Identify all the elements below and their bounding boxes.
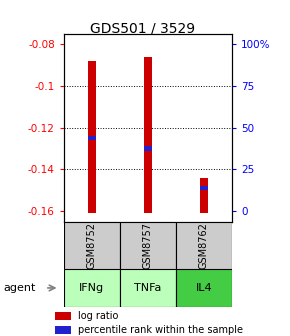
Text: GDS501 / 3529: GDS501 / 3529 — [90, 22, 195, 36]
Bar — [144, 56, 152, 213]
Text: GSM8752: GSM8752 — [87, 222, 97, 269]
Text: agent: agent — [3, 283, 35, 293]
Bar — [200, 186, 208, 191]
Bar — [120, 222, 176, 269]
Text: GSM8757: GSM8757 — [143, 222, 153, 269]
Text: percentile rank within the sample: percentile rank within the sample — [78, 325, 243, 335]
Text: IFNg: IFNg — [79, 283, 104, 293]
Text: GSM8762: GSM8762 — [199, 222, 209, 269]
Bar — [88, 61, 96, 213]
Bar — [64, 222, 120, 269]
Bar — [176, 269, 232, 307]
Bar — [55, 326, 71, 334]
Text: log ratio: log ratio — [78, 311, 119, 321]
Text: TNFa: TNFa — [134, 283, 162, 293]
Bar — [88, 136, 96, 140]
Bar — [120, 269, 176, 307]
Text: IL4: IL4 — [196, 283, 212, 293]
Bar — [176, 222, 232, 269]
Bar — [64, 269, 120, 307]
Bar — [200, 178, 208, 213]
Bar — [144, 146, 152, 151]
Bar — [55, 312, 71, 320]
